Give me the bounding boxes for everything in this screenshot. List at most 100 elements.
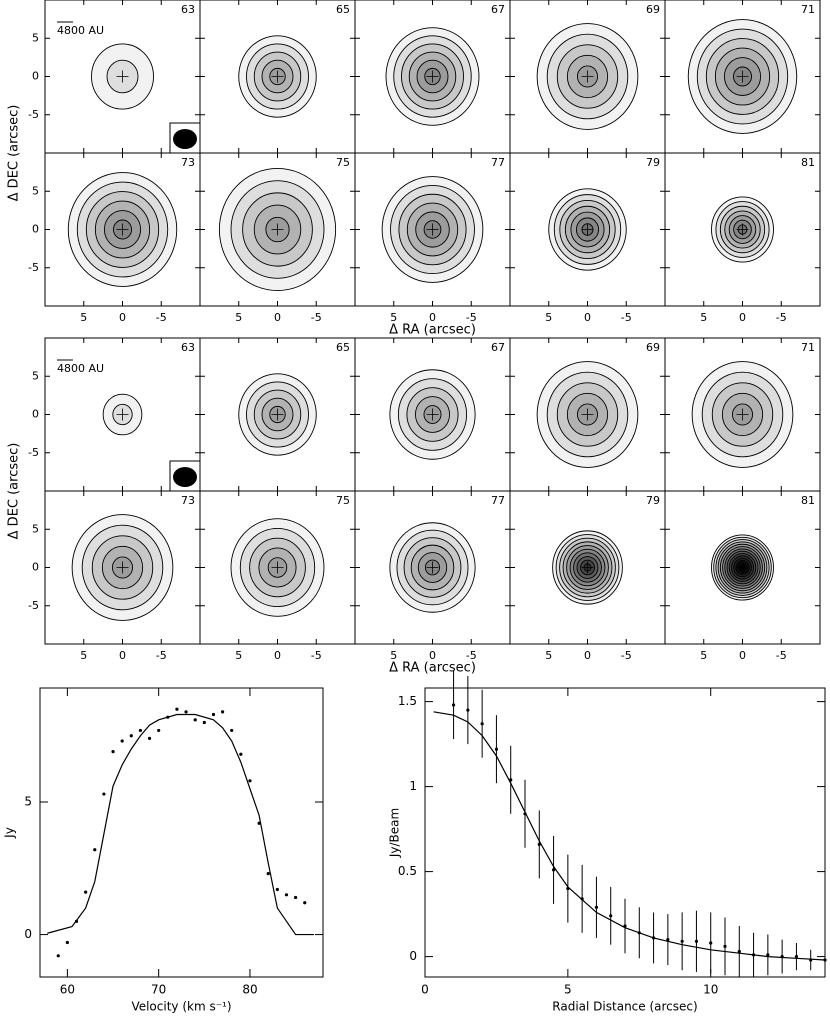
y-tick-label: 0 <box>409 949 417 963</box>
data-point <box>794 955 799 959</box>
data-point <box>202 720 206 725</box>
data-point <box>184 710 188 714</box>
center-cross <box>116 561 129 574</box>
scale-bar-label: 4800 AU <box>57 24 104 37</box>
x-tick-label: 10 <box>703 983 718 997</box>
center-cross <box>581 223 594 236</box>
y-tick-label: 0.5 <box>398 864 417 878</box>
x-tick-label: -5 <box>311 311 322 324</box>
model-line <box>47 713 314 936</box>
x-tick-label: 0 <box>119 649 126 662</box>
channel-label: 67 <box>491 341 505 354</box>
y-tick-label: 5 <box>32 184 39 197</box>
center-cross <box>271 561 284 574</box>
y-tick-label: 0 <box>24 927 32 941</box>
channel-label: 65 <box>336 341 350 354</box>
data-point <box>230 728 234 733</box>
channel-label: 65 <box>336 3 350 16</box>
data-point <box>84 890 88 894</box>
data-point <box>147 736 152 740</box>
plot-frame <box>39 687 324 978</box>
x-tick-label: 60 <box>60 983 75 997</box>
x-tick-label: -5 <box>156 311 167 324</box>
channel-label: 75 <box>336 156 350 169</box>
x-tick-label: 0 <box>739 311 746 324</box>
center-cross <box>736 408 749 421</box>
x-tick-label: -5 <box>776 311 787 324</box>
x-tick-label: 0 <box>421 983 429 997</box>
data-point <box>138 728 143 733</box>
plot-frame <box>424 687 826 978</box>
x-tick-label: 0 <box>119 311 126 324</box>
x-tick-label: 5 <box>700 311 707 324</box>
channel-label: 79 <box>646 494 660 507</box>
data-point <box>56 954 60 958</box>
y-axis-label: Jy/Beam <box>388 808 402 858</box>
channel-label: 77 <box>491 156 505 169</box>
data-point <box>766 953 770 957</box>
x-tick-label: 5 <box>80 311 87 324</box>
y-tick-label: -5 <box>28 599 39 612</box>
center-cross <box>581 408 594 421</box>
channel-label: 69 <box>646 341 660 354</box>
data-point <box>193 718 197 722</box>
x-axis-label: Radial Distance (arcsec) <box>552 1000 697 1014</box>
x-tick-label: 0 <box>584 649 591 662</box>
center-cross <box>426 561 439 574</box>
x-tick-label: -5 <box>311 649 322 662</box>
y-tick-label: 0 <box>32 561 39 574</box>
center-cross <box>736 223 749 236</box>
data-point <box>666 938 670 942</box>
y-tick-label: 0 <box>32 223 39 236</box>
x-tick-label: -5 <box>156 649 167 662</box>
x-tick-label: 5 <box>390 649 397 662</box>
x-tick-label: -5 <box>621 311 632 324</box>
data-point <box>723 944 727 949</box>
data-point <box>157 728 161 733</box>
data-point <box>284 893 289 897</box>
center-cross <box>271 70 284 83</box>
x-tick-label: 5 <box>545 649 552 662</box>
data-point <box>93 848 97 852</box>
channel-label: 63 <box>181 341 195 354</box>
data-point <box>74 919 79 923</box>
data-point <box>303 901 307 905</box>
data-point <box>594 905 599 909</box>
y-tick-label: 5 <box>32 522 39 535</box>
x-tick-label: 0 <box>274 649 281 662</box>
data-point <box>709 941 713 945</box>
data-point <box>680 939 684 943</box>
y-tick-label: 1 <box>409 779 417 793</box>
y-tick-label: 0 <box>32 70 39 83</box>
center-cross <box>581 70 594 83</box>
y-tick-label: -5 <box>28 261 39 274</box>
center-cross <box>736 70 749 83</box>
data-point <box>275 887 279 892</box>
data-point <box>737 949 741 954</box>
channel-label: 63 <box>181 3 195 16</box>
channel-label: 81 <box>801 494 815 507</box>
data-point <box>480 722 484 726</box>
data-point <box>175 707 179 711</box>
data-point <box>294 895 298 900</box>
y-tick-label: -5 <box>28 108 39 121</box>
data-point <box>65 940 69 945</box>
center-cross <box>736 561 749 574</box>
x-tick-label: 5 <box>235 649 242 662</box>
data-point <box>248 779 252 783</box>
data-point <box>211 712 216 717</box>
data-point <box>266 871 270 876</box>
x-axis-label: Δ RA (arcsec) <box>389 323 476 338</box>
y-tick-label: 5 <box>32 369 39 382</box>
data-point <box>694 939 699 943</box>
channel-label: 75 <box>336 494 350 507</box>
center-cross <box>116 70 129 83</box>
channel-label: 67 <box>491 3 505 16</box>
data-point <box>220 710 225 714</box>
model-line <box>433 711 826 961</box>
data-point <box>551 868 556 872</box>
center-cross <box>426 70 439 83</box>
channel-label: 79 <box>646 156 660 169</box>
x-axis-label: Velocity (km s⁻¹) <box>131 1000 231 1014</box>
center-cross <box>581 561 594 574</box>
